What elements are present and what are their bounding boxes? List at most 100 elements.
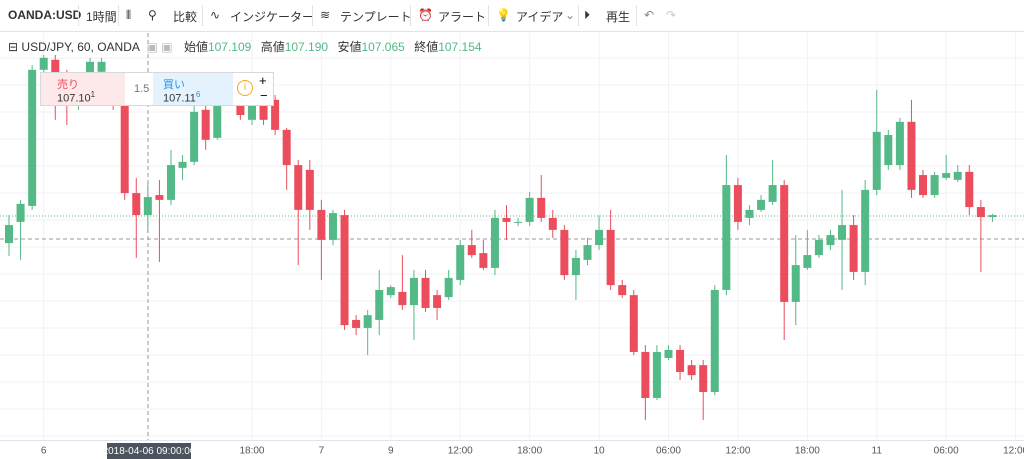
candle-body [537,197,546,218]
candle-body [838,225,847,240]
candle-body [942,173,951,178]
buy-price: 107.116 [163,90,200,105]
candle-body [606,229,615,286]
candle-body [953,171,962,180]
x-tick-label: 10 [594,446,606,457]
candle-body [884,135,893,166]
buy-button[interactable]: 買い 107.116 [153,73,233,105]
sell-button[interactable]: 売り 107.101 [41,73,125,105]
info-icon[interactable]: i [237,80,253,96]
candle-body [317,209,326,240]
candle-body [664,349,673,358]
candle-body [352,319,361,328]
alerts-icon[interactable]: ⏰ [418,8,433,22]
candle-body [433,295,442,308]
redo[interactable]: ↷ [666,8,677,22]
close-value: 107.154 [438,40,482,54]
x-tick-label: 18:00 [795,446,820,457]
indicators-icon[interactable]: ∿ [210,8,221,22]
buy-pip: 6 [195,90,201,99]
x-tick-label: 6 [41,446,47,457]
candle-body [618,285,627,296]
replay-icon[interactable]: ⏵ [584,8,591,22]
candle-body [687,365,696,376]
indicators[interactable]: インジケーター [230,10,315,24]
candle-body [907,121,916,190]
templates[interactable]: テンプレート [340,10,412,24]
candle-body [479,253,488,268]
ideas-chevron[interactable]: ⌄ [565,8,576,22]
candle-body [328,213,337,240]
buy-price-main: 107.11 [163,92,196,105]
candle-body [895,121,904,166]
ideas[interactable]: アイデア [516,10,564,24]
candle-body [190,111,199,162]
candle-body [745,209,754,218]
sell-price-main: 107.10 [57,92,91,105]
x-tick-label: 12:00 [448,446,473,457]
ideas-icon[interactable]: 💡 [496,8,511,22]
candle-body [305,169,314,210]
candle-body [571,257,580,276]
candle-body [120,99,129,194]
chart-style-icon[interactable]: ⫴ [126,8,132,22]
candle-body [514,221,523,223]
candle-body [247,99,256,120]
candle-body [595,229,604,246]
candle-body [780,185,789,302]
spread: 1.5 [134,83,150,95]
high-value: 107.190 [284,40,329,54]
open-value: 107.109 [207,40,252,54]
high-label: 高値 [260,40,285,54]
collapse-icon[interactable]: ⊟ [8,40,19,54]
compare-icon[interactable]: ⚲ [148,8,157,22]
minus-button[interactable]: − [260,88,268,103]
symbol[interactable]: OANDA:USD [8,8,82,22]
candle-body [97,61,106,72]
trade-widget: 売り 107.101 1.5 買い 107.116 i + − [40,72,274,106]
candle-body [872,131,881,190]
candle-body [490,217,499,268]
candle-body [294,165,303,210]
candle-body [919,175,928,196]
candle-body [213,85,222,138]
candle-body [282,129,291,166]
x-tick-label: 06:00 [934,446,959,457]
candle-body [386,287,395,296]
replay[interactable]: 再生 [606,10,631,24]
candle-body [132,193,141,216]
open-label: 始値 [183,40,208,54]
interval[interactable]: 1時間 [86,10,117,24]
candle-body [409,277,418,306]
alerts[interactable]: アラート [438,10,487,24]
candle-body [560,229,569,276]
candle-body [16,203,25,222]
candle-body [849,225,858,272]
candle-body [722,185,731,290]
x-tick-label: 06:00 [656,446,681,457]
candle-body [340,215,349,326]
candle-body [861,189,870,272]
candle-body [525,197,534,222]
templates-icon[interactable]: ≋ [320,8,331,22]
plus-button[interactable]: + [259,73,267,88]
candle-body [757,199,766,210]
candle-body [166,165,175,200]
candle-body [803,255,812,268]
candle-body [259,99,268,120]
candle-body [676,349,685,372]
candle-body [178,161,187,168]
x-tick-label: 11 [872,446,883,457]
legend-icons[interactable]: ▣ ▣ [146,40,173,54]
x-tick-label: 18:00 [517,446,542,457]
compare[interactable]: 比較 [173,10,198,24]
undo[interactable]: ↶ [644,8,655,22]
candle-body [965,171,974,208]
candle-body [791,265,800,302]
candle-body [201,109,210,140]
legend: ⊟ USD/JPY, 60, OANDA ▣ ▣ 始値107.109 高値107… [8,38,488,55]
x-tick-label: 18:00 [239,446,264,457]
crosshair-time-label: 2018-04-06 09:00:00 [103,443,196,459]
